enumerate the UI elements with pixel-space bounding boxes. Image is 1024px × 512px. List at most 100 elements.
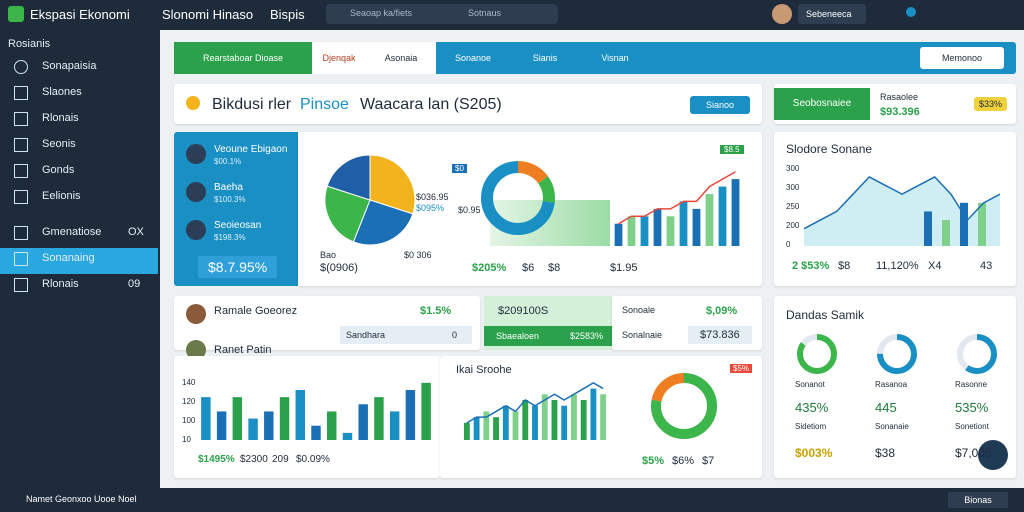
sidebar-item: Gmenatiose	[42, 226, 102, 238]
y-tick-label: 250	[786, 202, 800, 211]
sidebar-icon	[14, 112, 28, 126]
bar	[421, 382, 431, 440]
bar	[718, 186, 727, 246]
bar	[942, 220, 950, 246]
trend-footer: 11,120%	[876, 260, 919, 272]
tab[interactable]: Sianis	[532, 53, 558, 63]
tab[interactable]: Asonaia	[366, 42, 436, 74]
nav-link[interactable]: Bispis	[270, 7, 305, 22]
bar	[248, 418, 258, 440]
sidebar: Rosianis Sonapaisia Slaones Rlonais Seonis G…	[0, 30, 160, 488]
user-name: Sebeneeca	[806, 9, 852, 19]
tab-search[interactable]	[920, 47, 1004, 69]
stat-value: $,09%	[706, 305, 738, 317]
bar-footer: $2300	[240, 454, 268, 465]
user-box[interactable]	[798, 4, 866, 24]
fab[interactable]	[978, 440, 1008, 470]
bar	[463, 422, 470, 440]
tab[interactable]: Rearstaboar Dioase	[174, 42, 312, 74]
header-button[interactable]: Sianoo	[690, 96, 750, 114]
donut-chart	[651, 373, 717, 439]
ring-chart	[957, 334, 997, 374]
nav-link[interactable]: Slonomi Hinaso	[162, 7, 254, 22]
ring-chart	[797, 334, 837, 374]
ring-segment	[877, 334, 917, 374]
bar	[924, 211, 932, 246]
bar	[502, 405, 509, 440]
bar-chart	[614, 171, 740, 246]
trend-chart	[804, 175, 1000, 246]
bar	[216, 411, 227, 440]
ring-foot: $003%	[795, 446, 833, 460]
tab[interactable]: Sonanoe	[454, 53, 492, 63]
donut-label: $8	[548, 262, 561, 274]
bar-badge: $8.5	[720, 145, 744, 154]
avatar[interactable]	[772, 4, 792, 24]
bar	[311, 425, 321, 440]
bar	[493, 417, 499, 440]
donut-label: $6%	[672, 455, 695, 467]
bar	[201, 397, 211, 440]
pie-footer: Bao	[320, 250, 337, 260]
avatar	[186, 340, 206, 360]
rings-card	[774, 296, 1016, 478]
bar-chart	[463, 381, 607, 440]
bar	[532, 405, 538, 440]
ring-segment	[651, 373, 717, 439]
sidebar-badge: 09	[128, 278, 141, 290]
stat-value: $73.836	[688, 326, 752, 344]
summary-button[interactable]: Seobosnaiee	[774, 88, 870, 120]
sidebar-item: Slaones	[42, 86, 82, 98]
sidebar-icon	[14, 226, 28, 240]
bar	[692, 208, 701, 246]
sidebar-item: Eelionis	[42, 190, 81, 202]
bar	[614, 223, 623, 246]
bar	[580, 400, 587, 440]
sidebar-icon	[14, 252, 28, 266]
bar	[679, 201, 688, 246]
bar	[541, 394, 548, 440]
bar	[389, 411, 400, 440]
sidebar-item: Gonds	[42, 164, 75, 176]
bar-footer: $0.09%	[296, 454, 330, 465]
avatar	[186, 182, 206, 202]
green-button[interactable]: Sbaealoen	[484, 326, 612, 346]
person-name: Seoieosan	[214, 220, 262, 231]
logo	[8, 6, 24, 22]
sidebar-item: Sonanaing	[42, 252, 95, 264]
sidebar-icon	[14, 138, 28, 152]
donut-label: $6	[522, 262, 535, 274]
icon[interactable]	[906, 7, 916, 17]
bar	[232, 397, 243, 440]
ring-segment	[481, 161, 555, 235]
summary-label: Rasaolee	[880, 92, 919, 102]
ring-sub: Sonanaie	[875, 422, 909, 431]
pie-footer: $(0906)	[320, 262, 358, 274]
stat-label: Sonalnaie	[622, 330, 663, 340]
y-tick-label: 120	[182, 397, 196, 406]
bar	[666, 216, 675, 246]
trend-footer: $8	[838, 260, 851, 272]
ring-pct: 535%	[955, 400, 989, 415]
y-tick-label: 140	[182, 378, 196, 387]
ring-segment	[481, 161, 555, 235]
stat-label: Sonoale	[622, 305, 656, 315]
person-name: Veoune Ebigaon	[214, 144, 288, 155]
tab[interactable]: Djenqak	[312, 42, 366, 74]
ring-foot: $38	[875, 446, 896, 460]
pie-slice	[324, 185, 371, 243]
line	[618, 171, 736, 225]
people-total: $8.7.95%	[198, 256, 278, 278]
bar	[978, 202, 986, 246]
search-box[interactable]	[326, 4, 558, 24]
rings-title: Dandas Samik	[786, 308, 865, 322]
ring-foot: $7,005	[955, 446, 992, 460]
avatar	[186, 220, 206, 240]
y-tick-label: 200	[786, 221, 800, 230]
bar	[571, 394, 577, 440]
tab[interactable]: Visnan	[601, 53, 629, 63]
person-name: Baeha	[214, 182, 243, 193]
footer-button[interactable]: Bionas	[948, 492, 1008, 508]
bar	[600, 394, 607, 440]
